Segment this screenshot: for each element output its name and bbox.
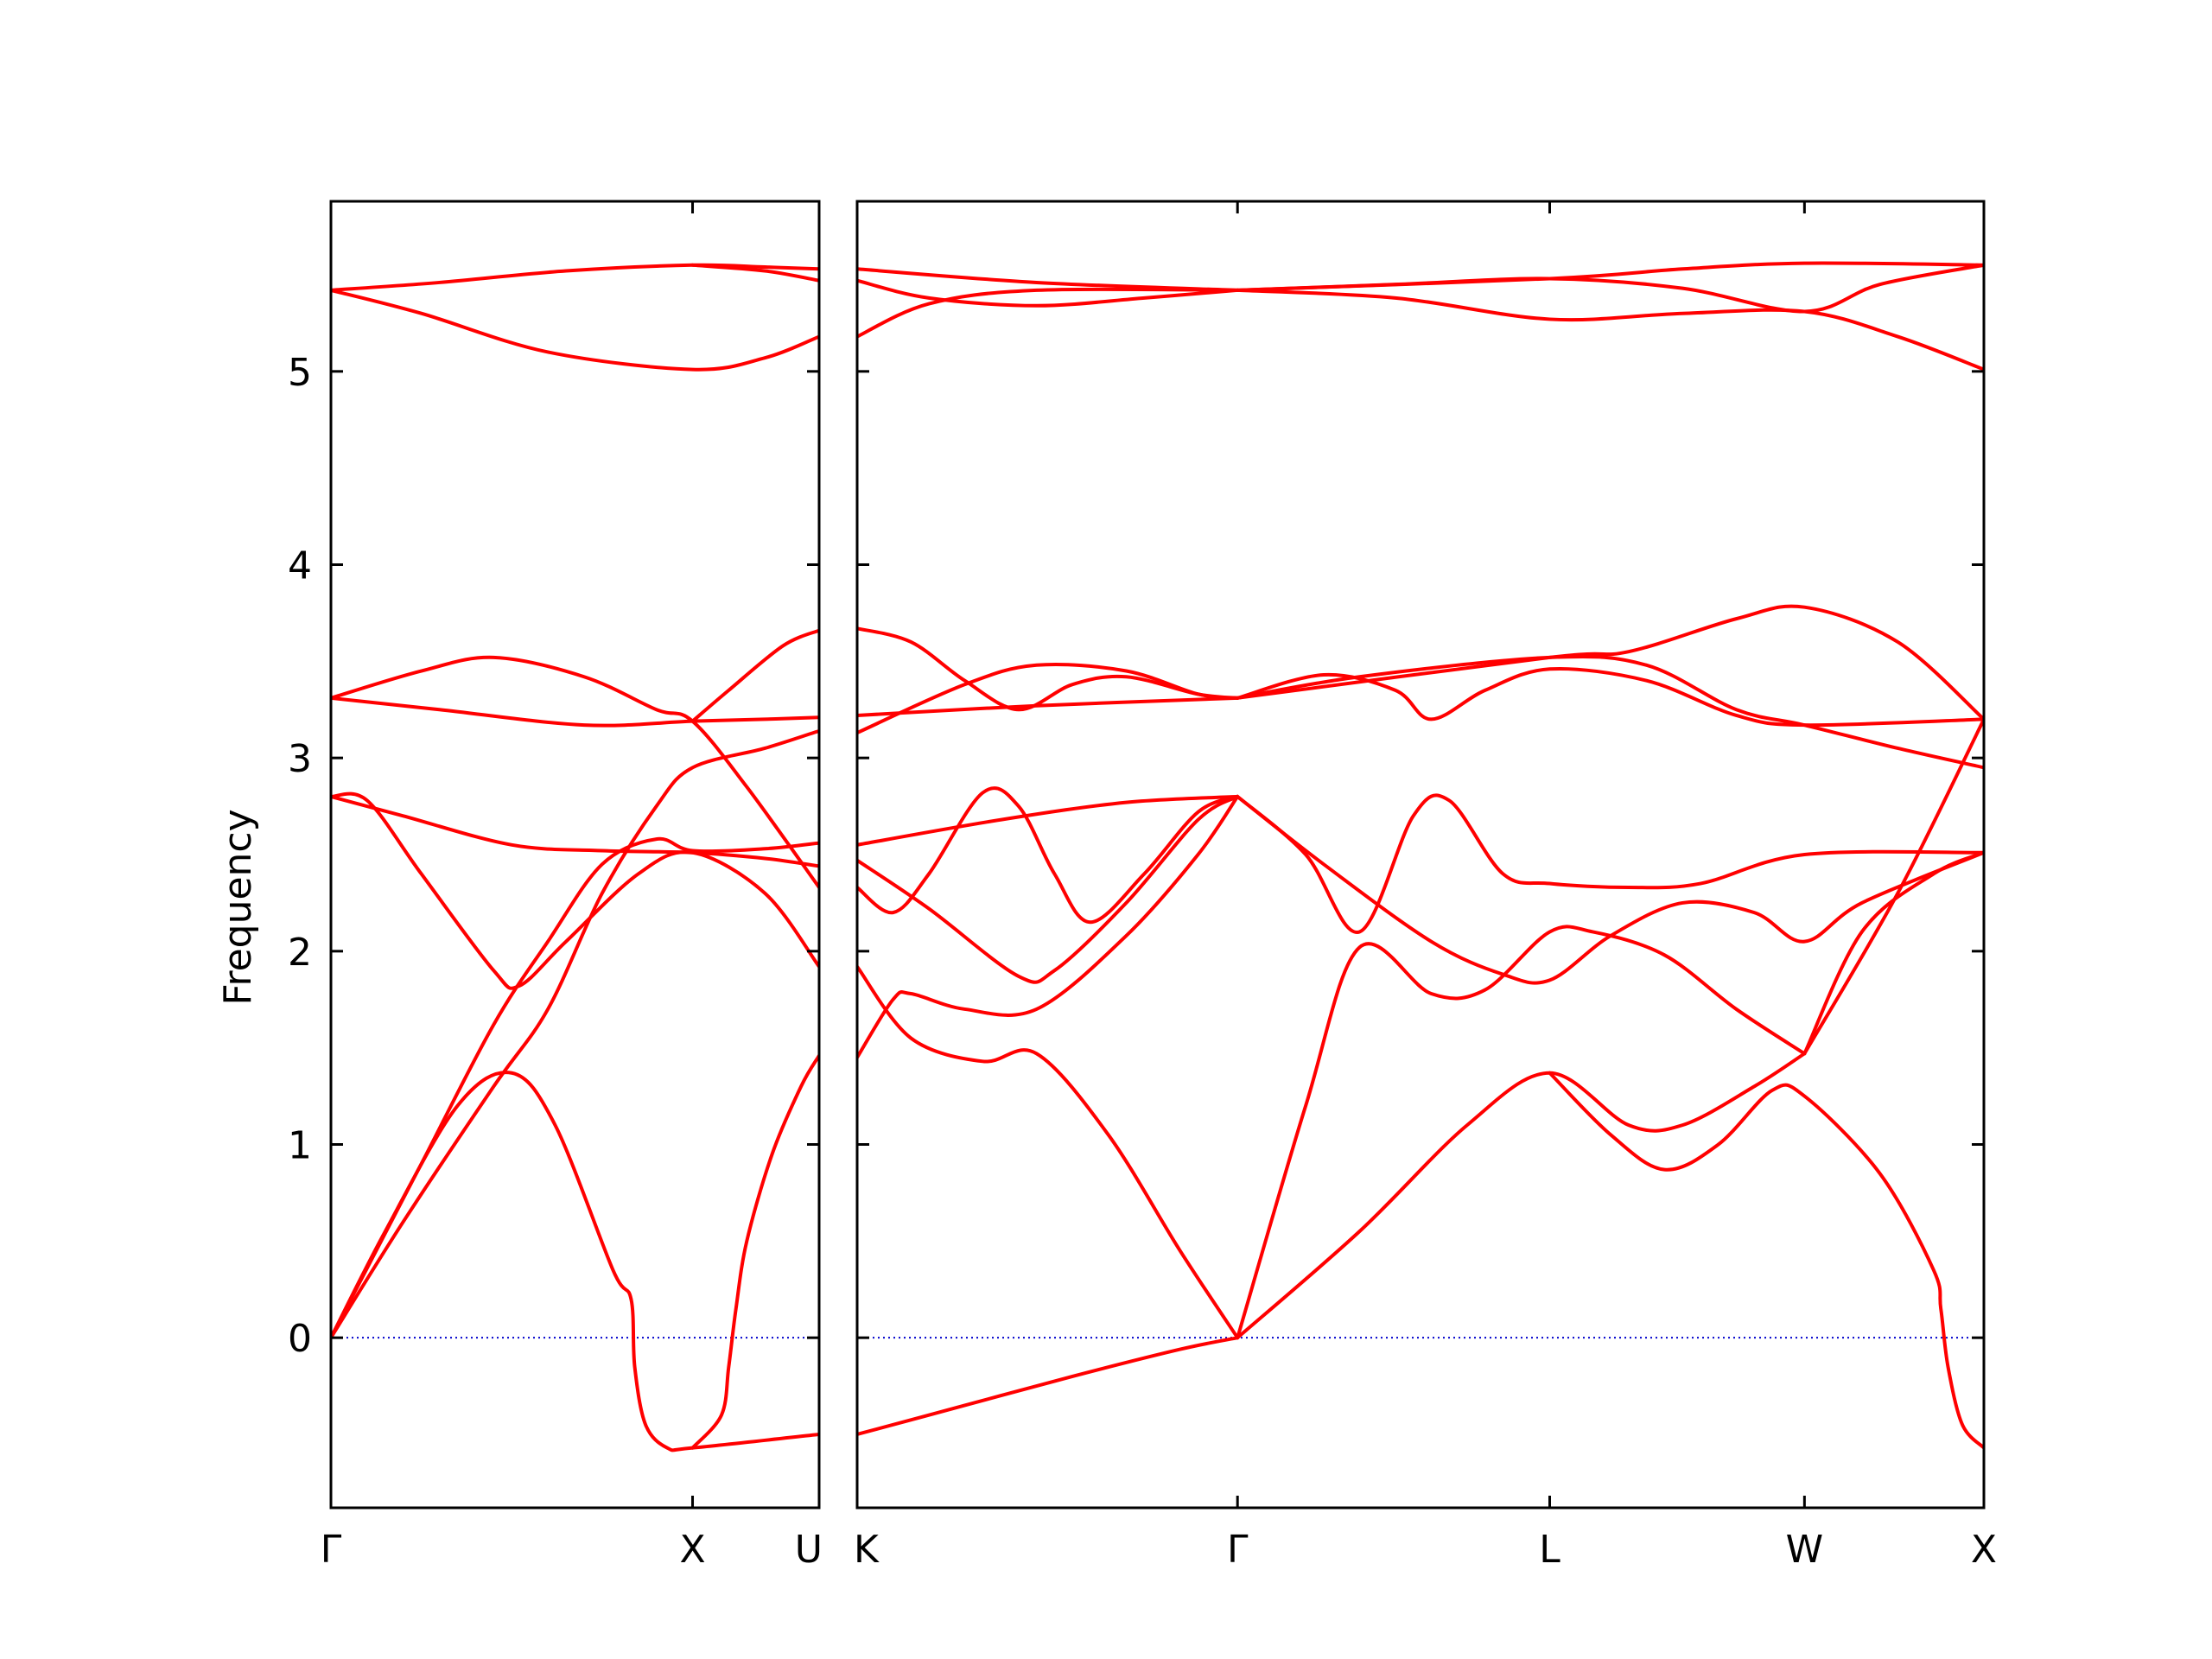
kpoint-label: W (1786, 1528, 1824, 1572)
band-1-8 (331, 655, 819, 890)
band-2-20 (1236, 604, 1984, 721)
band-2-3 (857, 964, 1240, 1340)
band-2-13 (1236, 1052, 1807, 1340)
band-2-25 (1236, 261, 1984, 292)
y-tick-label: 4 (288, 543, 312, 588)
kpoint-label: U (795, 1528, 823, 1572)
y-tick-label: 1 (288, 1124, 312, 1168)
band-1-12 (690, 263, 819, 283)
band-2-14 (1236, 925, 1807, 1340)
plot-frame (329, 200, 821, 1510)
band-2-22 (1802, 850, 1984, 1056)
band-1-3 (331, 836, 819, 1340)
plot-frame (855, 200, 1986, 1510)
kpoint-label: Γ (1227, 1528, 1249, 1572)
y-tick-label: 3 (288, 737, 312, 781)
band-2-16 (1236, 793, 1984, 934)
plot-panels: 0 1 2 3 4 5 Γ X U K Γ L W X (288, 200, 1997, 1572)
kpoint-label: K (854, 1528, 880, 1572)
panel-1: 0 1 2 3 4 5 Γ X U (288, 200, 823, 1572)
band-2-4 (857, 786, 1240, 925)
band-1-6 (331, 791, 819, 990)
band-2-21 (1802, 717, 1984, 1056)
band-2-18 (1236, 666, 1984, 728)
band-2-19 (1236, 654, 1984, 770)
band-1-4 (690, 1053, 819, 1450)
band-1-7 (331, 696, 819, 728)
band-1-10 (331, 263, 819, 292)
band-2-12 (857, 267, 1240, 292)
band-1-1 (331, 1071, 819, 1452)
kpoint-label: L (1539, 1528, 1560, 1572)
y-tick-label: 5 (288, 351, 312, 395)
y-tick-label: 0 (288, 1317, 312, 1361)
y-tick-label: 2 (288, 931, 312, 975)
y-axis-title: Frequency (216, 809, 260, 1005)
band-lines (857, 261, 1984, 1450)
band-2-17 (1236, 794, 1984, 985)
band-1-11 (331, 288, 819, 372)
band-2-1 (857, 1336, 1240, 1437)
band-1-5 (331, 794, 819, 868)
kpoint-label: X (1971, 1528, 1997, 1572)
band-2-2 (857, 794, 1240, 1059)
band-2-9 (857, 626, 1240, 712)
band-lines (331, 263, 819, 1452)
band-2-11 (857, 278, 1240, 308)
band-2-6 (857, 794, 1240, 847)
band-2-23 (1236, 288, 1984, 372)
band-2-15 (1548, 1071, 1984, 1450)
kpoint-label: X (679, 1528, 705, 1572)
band-2-24 (1236, 263, 1984, 314)
band-2-5 (857, 794, 1240, 984)
band-1-9 (690, 628, 819, 723)
kpoint-label: Γ (321, 1528, 342, 1572)
